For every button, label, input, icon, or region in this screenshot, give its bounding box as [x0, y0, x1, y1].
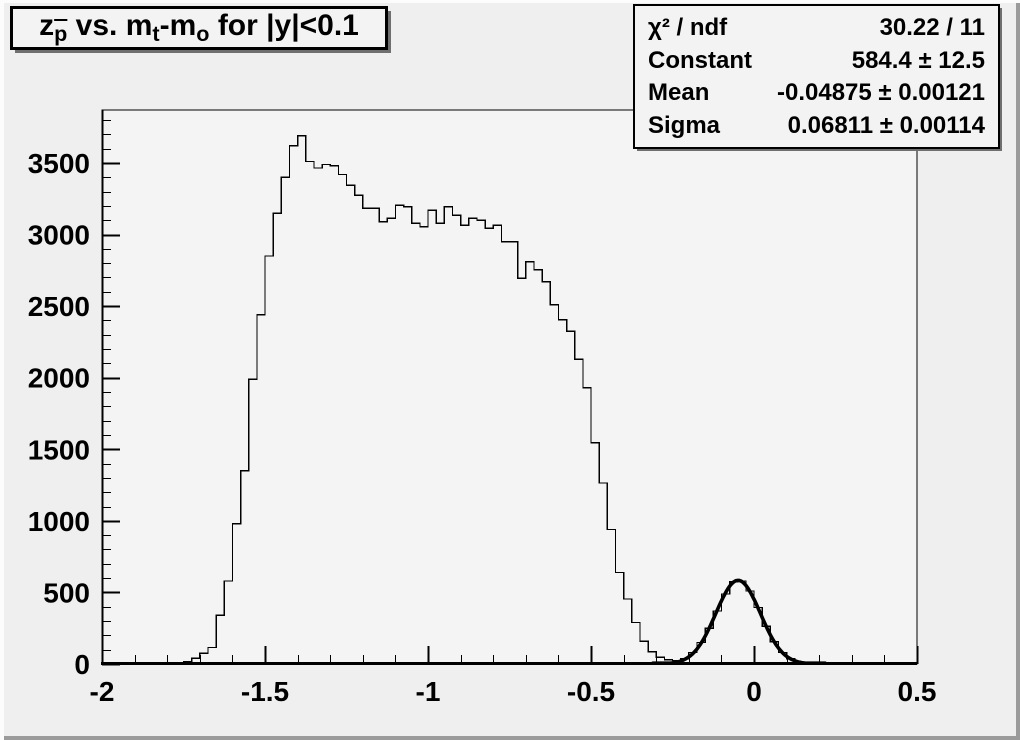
stat-label: Constant	[648, 46, 752, 74]
stat-value: -0.04875 ± 0.00121	[776, 79, 985, 107]
x-tick-label: -1.5	[241, 676, 289, 707]
stat-row-constant: Constant 584.4 ± 12.5	[635, 46, 998, 74]
stat-row-sigma: Sigma 0.06811 ± 0.00114	[635, 113, 998, 138]
title-subscript-t: t	[152, 21, 160, 47]
plot-title: zp vs. mt-mo for |y|<0.1	[39, 8, 359, 47]
x-tick-label: -0.5	[567, 676, 615, 707]
x-tick-label: -1	[416, 676, 441, 707]
stat-value: 584.4 ± 12.5	[851, 46, 985, 74]
stat-row-mean: Mean -0.04875 ± 0.00121	[635, 80, 998, 105]
y-tick-label: 2000	[28, 363, 90, 394]
y-tick-label: 3000	[28, 220, 90, 251]
y-tick-label: 1500	[28, 434, 90, 465]
stat-label: χ² / ndf	[648, 13, 728, 41]
plot-frame	[101, 109, 918, 665]
y-tick-label: 500	[43, 577, 90, 608]
stat-value: 0.06811 ± 0.00114	[787, 112, 985, 140]
x-tick-label: -2	[90, 676, 115, 707]
stat-label: Mean	[648, 79, 710, 107]
y-tick-label: 2500	[28, 291, 90, 322]
y-tick-label: 0	[74, 649, 90, 680]
fit-stats-box: χ² / ndf 30.22 / 11 Constant 584.4 ± 12.…	[633, 4, 1000, 149]
title-subscript-pbar: p	[54, 21, 68, 47]
stat-value: 30.22 / 11	[879, 13, 985, 41]
fit-curve	[651, 578, 827, 665]
title-subscript-o: o	[196, 21, 210, 47]
y-tick-label: 3500	[28, 148, 90, 179]
x-tick-label: 0.5	[898, 676, 937, 707]
y-tick-label: 1000	[28, 506, 90, 537]
stat-row-chi2: χ² / ndf 30.22 / 11	[635, 15, 998, 40]
x-tick-label: 0	[746, 676, 762, 707]
stat-label: Sigma	[648, 112, 721, 140]
title-box: zp vs. mt-mo for |y|<0.1	[10, 6, 388, 50]
